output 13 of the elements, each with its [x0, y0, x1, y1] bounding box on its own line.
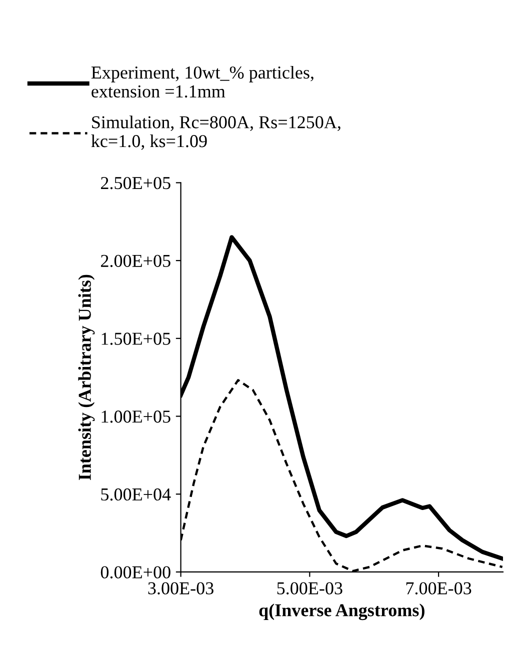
x-axis-title: q(Inverse Angstroms)	[259, 604, 424, 620]
y-tick-label: 1.50E+05	[102, 332, 170, 345]
x-tick-label: 5.00E-03	[277, 582, 342, 594]
y-axis-title: Intensity (Arbitrary Units)	[78, 274, 95, 480]
legend-label: Experiment, 10wt_% particles, extension =1.1mm	[91, 66, 314, 98]
y-tick-label: 2.50E+05	[101, 176, 170, 190]
y-tick-label: 1.00E+05	[102, 410, 170, 423]
y-tick-label: 5.00E+04	[101, 488, 171, 501]
y-tick-label: 2.00E+05	[101, 254, 170, 268]
y-tick-label: 0.00E+00	[100, 566, 170, 578]
legend-label: Simulation, Rc=800A, Rs=1250A, kc=1.0, ks=1.09	[91, 116, 340, 150]
x-tick-label: 3.00E-03	[148, 582, 214, 594]
x-tick-label: 7.00E-03	[406, 582, 472, 594]
